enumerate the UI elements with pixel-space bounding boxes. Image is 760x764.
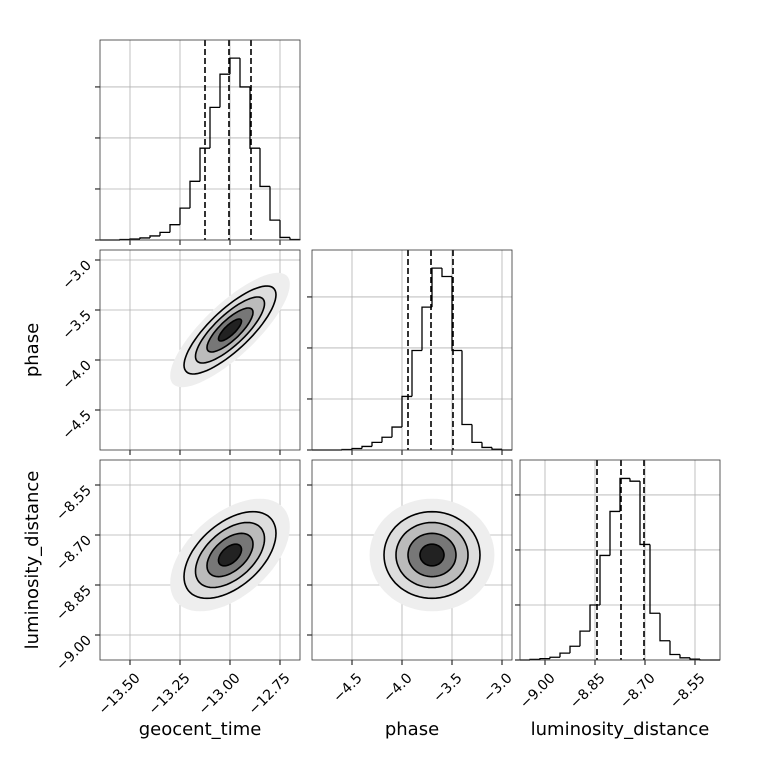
- hist-step: [649, 544, 660, 614]
- hist-step: [209, 106, 220, 149]
- hist-step: [441, 268, 452, 278]
- hist-step: [239, 58, 250, 88]
- hist-step: [179, 207, 190, 225]
- hist-step: [689, 657, 700, 660]
- hist-step: [609, 510, 620, 556]
- hist-step: [199, 147, 210, 182]
- hist-step: [159, 231, 170, 236]
- hist-step: [659, 613, 670, 642]
- hist-step: [259, 148, 270, 188]
- hist-step: [629, 478, 640, 482]
- panel-frame: [99, 39, 301, 241]
- hist-step: [279, 220, 290, 239]
- x-axis-label: phase: [385, 719, 439, 740]
- hist-step: [189, 180, 200, 209]
- hist-step: [619, 477, 630, 512]
- hist-step: [491, 447, 502, 450]
- hist-step: [431, 267, 442, 308]
- hist-step: [229, 57, 240, 75]
- hist-step: [481, 442, 492, 449]
- hist-step: [679, 654, 690, 659]
- x-axis-label: luminosity_distance: [531, 719, 710, 740]
- hist-step: [569, 645, 580, 654]
- panel-frame: [311, 459, 513, 661]
- hist-step: [269, 186, 280, 221]
- hist-step: [169, 224, 180, 233]
- hist-step: [549, 656, 560, 659]
- contour: [217, 318, 243, 342]
- hist-step: [381, 436, 392, 443]
- hist-step: [249, 86, 260, 149]
- hist-step: [289, 237, 300, 241]
- hist-step: [149, 235, 160, 238]
- panel: [100, 40, 300, 240]
- panel-frame: [519, 459, 721, 661]
- hist-step: [599, 554, 610, 605]
- panel-frame: [99, 249, 301, 451]
- hist-step: [139, 237, 150, 239]
- x-axis-label: geocent_time: [139, 719, 262, 740]
- contour: [217, 543, 243, 567]
- hist-step: [411, 349, 422, 397]
- hist-step: [451, 276, 462, 352]
- hist-step: [639, 481, 650, 546]
- y-axis-label: luminosity_distance: [22, 471, 43, 650]
- contour: [419, 543, 445, 567]
- hist-step: [129, 238, 140, 240]
- hist-step: [559, 652, 570, 658]
- hist-step: [461, 350, 472, 426]
- hist-step: [351, 447, 362, 450]
- hist-step: [539, 657, 550, 660]
- hist-step: [371, 441, 382, 447]
- hist-step: [391, 426, 402, 438]
- hist-step: [421, 306, 432, 351]
- hist-step: [219, 73, 230, 108]
- hist-step: [361, 445, 372, 449]
- hist-step: [669, 640, 680, 656]
- y-axis-label: phase: [22, 323, 43, 377]
- hist-step: [471, 424, 482, 443]
- panel-frame: [99, 459, 301, 661]
- panel-frame: [311, 249, 513, 451]
- hist-step: [579, 630, 590, 647]
